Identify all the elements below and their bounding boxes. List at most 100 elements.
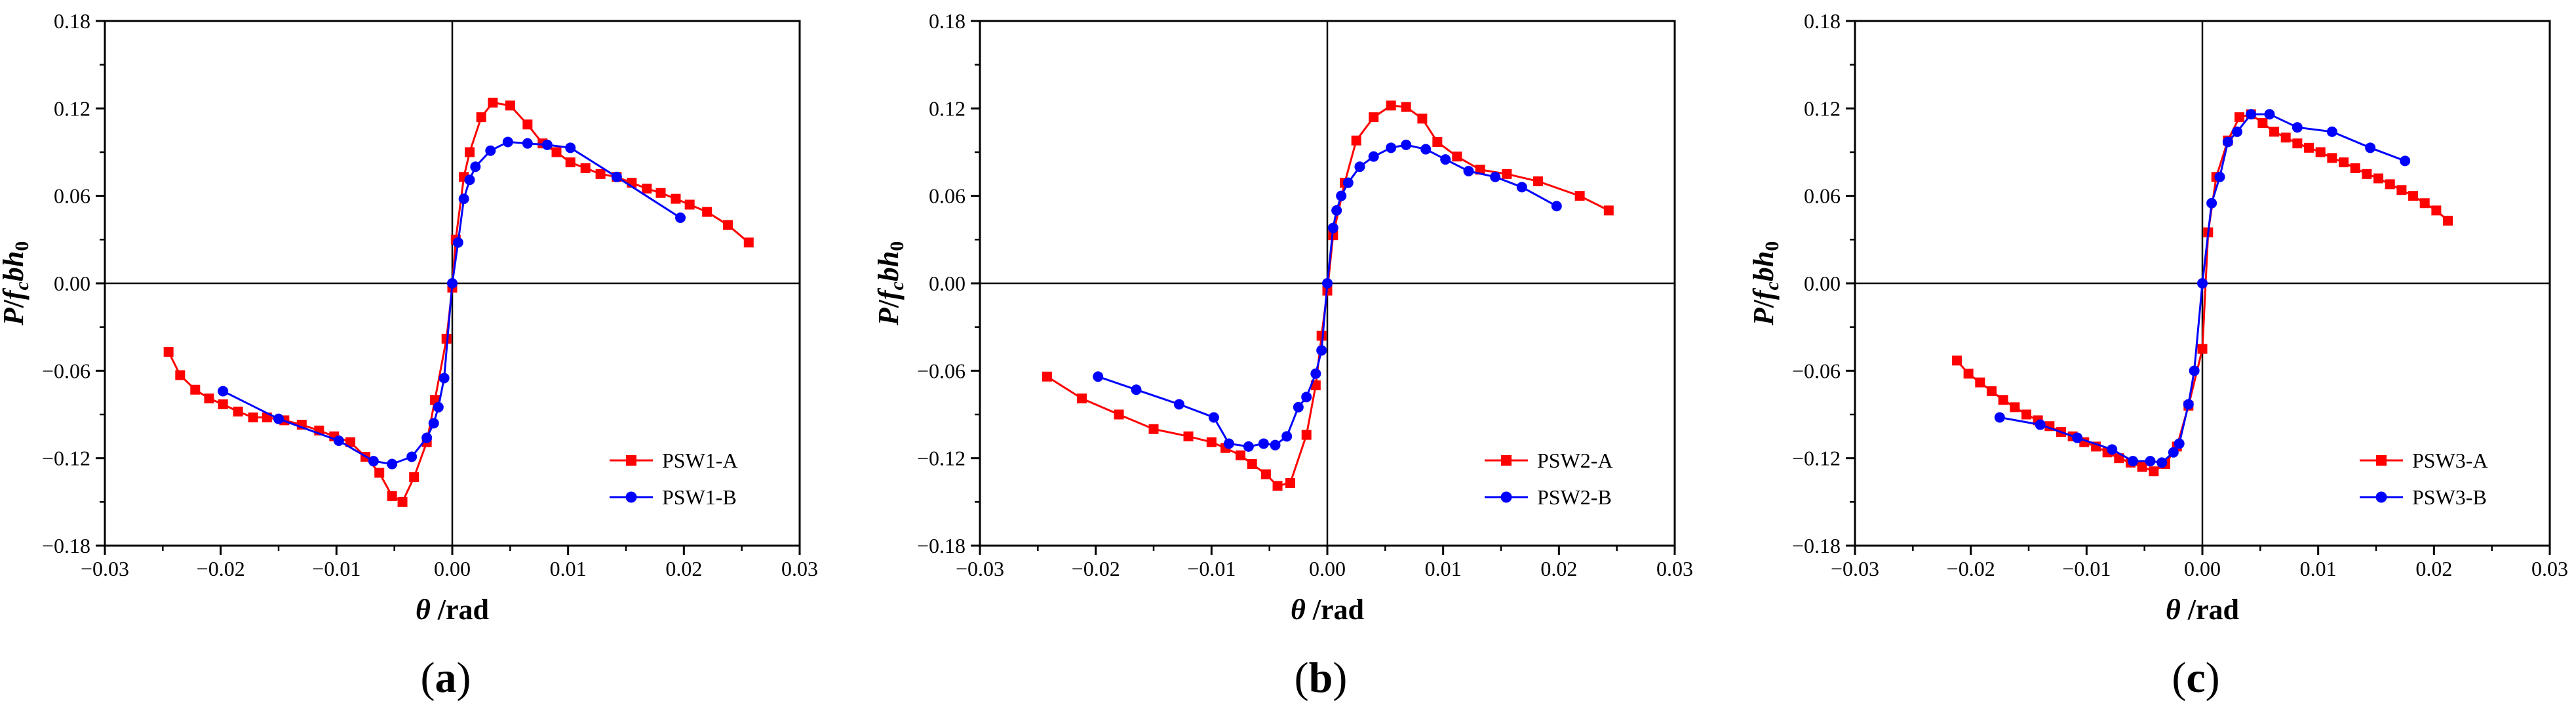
x-tick-label: 0.03 (2531, 557, 2568, 580)
data-point (2197, 278, 2208, 289)
data-point (2362, 169, 2372, 179)
data-point (702, 207, 712, 217)
y-tick-label: 0.06 (54, 184, 90, 208)
chart-panel-a: −0.03 −0.02 −0.01 0.00 0.01 0.02 0.03 0.18 0.12 0… (0, 9, 818, 702)
data-point (655, 188, 666, 198)
x-axis-title: θ /rad (416, 594, 489, 626)
data-point (2206, 197, 2217, 209)
data-point (2373, 173, 2384, 184)
x-tick-label: −0.03 (81, 557, 129, 580)
data-point (595, 169, 606, 179)
legend-label: PSW3-B (2412, 485, 2487, 509)
y-tick-label: 0.12 (929, 96, 966, 120)
data-point (2234, 112, 2245, 123)
data-point (409, 472, 420, 483)
y-tick-label: −0.12 (1792, 447, 1841, 470)
y-tick-label: 0.00 (54, 272, 90, 295)
x-tick-label: 0.00 (1309, 557, 1346, 580)
data-point (1310, 380, 1321, 391)
data-point (1417, 113, 1428, 124)
data-point (2257, 118, 2268, 129)
y-tick-label: 0.18 (54, 9, 90, 33)
data-point (1452, 152, 1462, 162)
legend-item: PSW1-A (610, 449, 738, 472)
y-tick-label: 0.06 (929, 184, 966, 208)
panel-label: (c) (2172, 654, 2219, 702)
data-point (1310, 368, 1321, 379)
data-point (465, 147, 475, 157)
data-point (2408, 191, 2419, 201)
data-point (1093, 371, 1104, 382)
x-tick-label: −0.02 (197, 557, 245, 580)
series-line-psw2-b (1097, 144, 1557, 448)
data-point (464, 174, 475, 186)
data-point (2128, 456, 2138, 467)
legend-square-marker (626, 455, 636, 466)
data-point (458, 193, 469, 205)
data-point (1243, 441, 1254, 452)
y-tick-label: −0.06 (42, 359, 90, 382)
data-point (2365, 142, 2376, 153)
data-point (374, 468, 385, 478)
data-point (1223, 438, 1234, 449)
data-point (2197, 344, 2208, 354)
x-tick-label: 0.03 (1656, 557, 1693, 580)
data-point (433, 401, 444, 413)
data-point (333, 435, 344, 446)
data-point (2137, 462, 2147, 472)
data-point (2107, 444, 2118, 455)
y-tick-label: −0.06 (1792, 359, 1841, 382)
data-point (743, 237, 754, 248)
y-axis-title: P/fcbh0 (872, 241, 908, 327)
data-point (1301, 430, 1312, 440)
data-point (2189, 365, 2200, 376)
data-point (1173, 399, 1184, 410)
x-axis-title: θ /rad (1291, 594, 1364, 626)
series-line-psw3-b (1999, 113, 2406, 464)
data-point (2214, 171, 2225, 182)
data-point (248, 412, 258, 422)
data-point (675, 212, 686, 223)
y-axis-title: P/fcbh0 (1747, 241, 1783, 327)
data-point (2443, 215, 2453, 226)
data-point (1551, 201, 1562, 212)
data-point (1342, 177, 1354, 188)
data-point (541, 139, 553, 150)
data-point (502, 136, 513, 148)
x-tick-label: 0.00 (2184, 557, 2221, 580)
data-point (1301, 392, 1312, 403)
data-point (1386, 100, 1396, 111)
data-point (441, 333, 452, 344)
data-point (1951, 355, 1962, 366)
data-point (273, 413, 284, 424)
data-point (1131, 384, 1142, 395)
x-tick-label: 0.01 (2300, 557, 2337, 580)
x-tick-label: −0.01 (2062, 557, 2111, 580)
y-tick-label: −0.18 (917, 534, 966, 557)
data-point (1574, 191, 1585, 201)
data-point (2021, 409, 2031, 420)
data-point (1322, 278, 1333, 289)
data-point (1247, 459, 1257, 470)
data-point (1208, 412, 1219, 423)
data-point (2174, 438, 2185, 449)
data-point (2304, 142, 2314, 153)
data-point (2232, 126, 2242, 137)
data-point (204, 394, 214, 404)
data-point (406, 451, 418, 462)
x-tick-label: 0.01 (1425, 557, 1462, 580)
data-point (1401, 139, 1412, 150)
legend-item: PSW3-A (2360, 449, 2488, 472)
data-point (1368, 151, 1379, 162)
data-point (2156, 457, 2168, 468)
y-tick-label: 0.18 (1804, 9, 1841, 33)
data-point (1258, 438, 1269, 449)
data-point (2292, 138, 2303, 149)
data-point (2400, 155, 2411, 167)
data-point (1148, 424, 1159, 434)
data-point (2035, 419, 2046, 430)
data-point (1285, 477, 1295, 488)
x-tick-label: 0.02 (1540, 557, 1577, 580)
data-point (2326, 126, 2337, 137)
